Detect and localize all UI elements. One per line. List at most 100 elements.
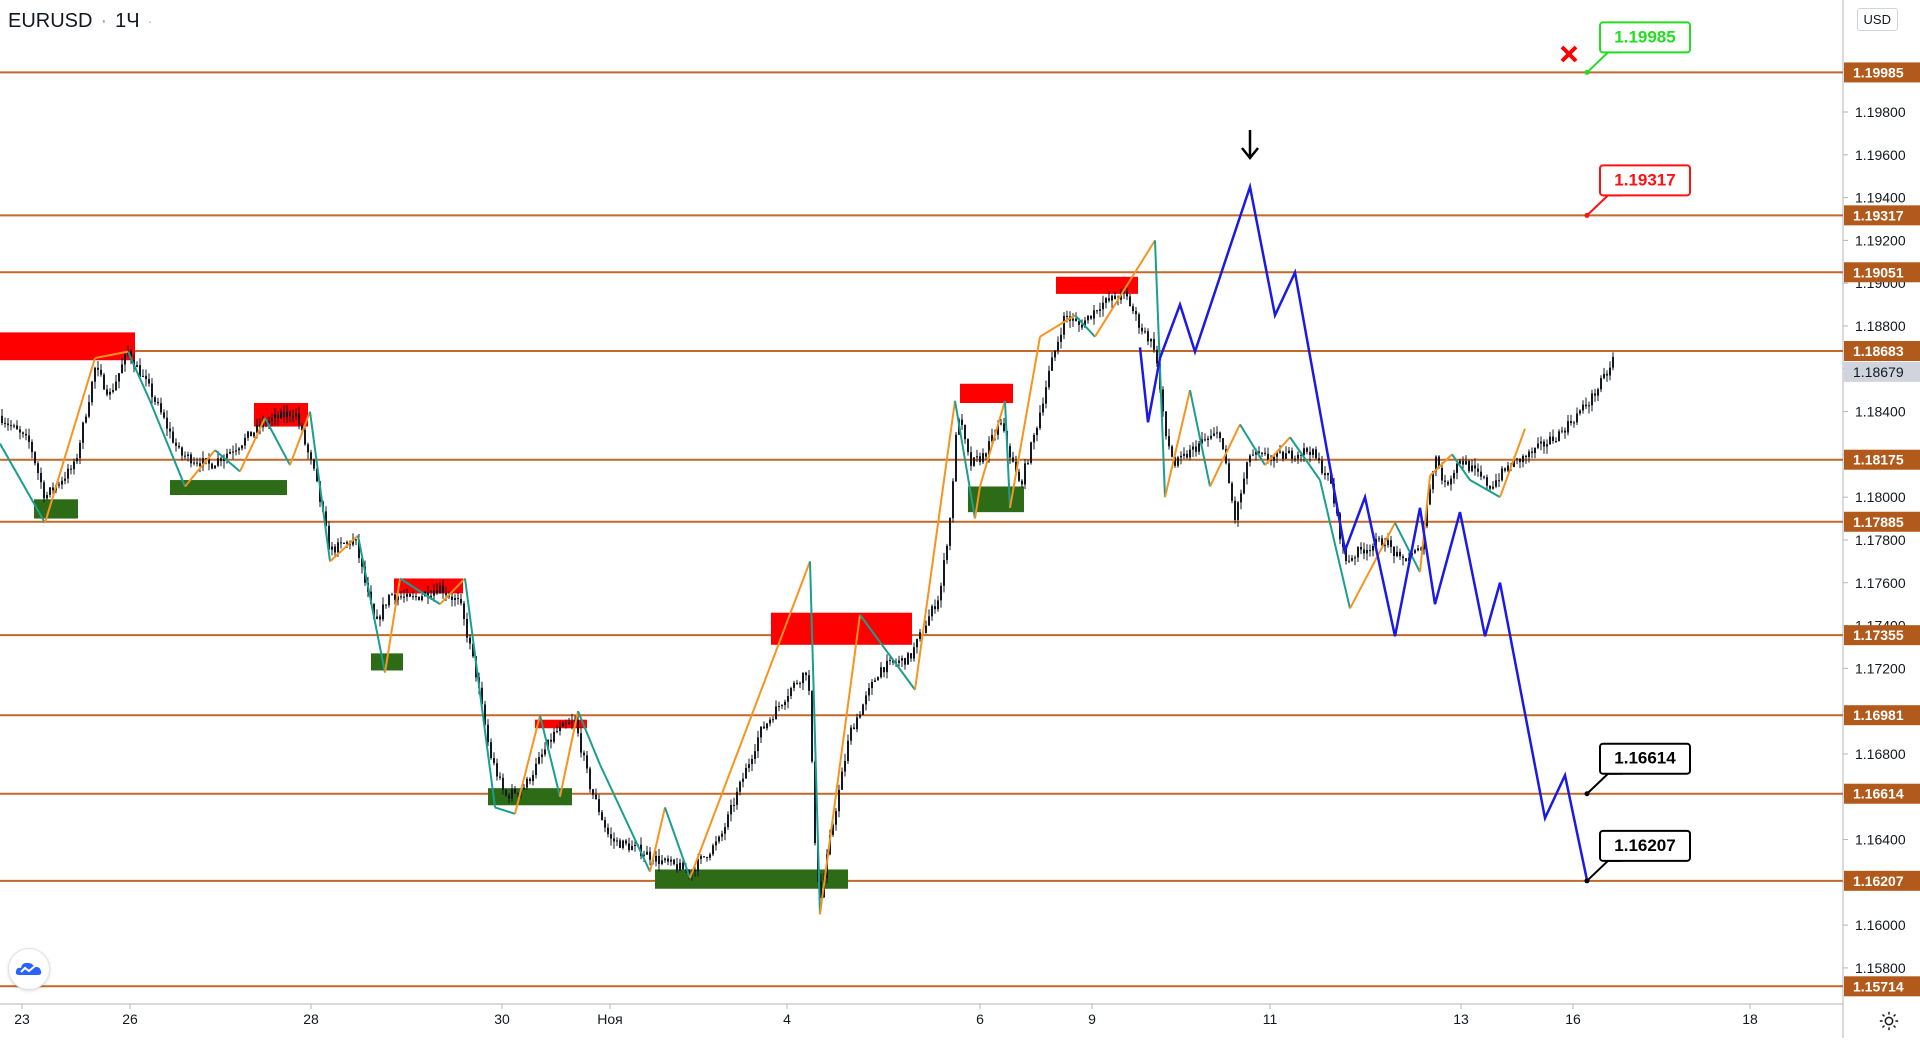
candle-body xyxy=(139,365,141,377)
gear-icon[interactable] xyxy=(1876,1008,1902,1034)
level-price-label-text: 1.19985 xyxy=(1853,64,1904,80)
price-callout[interactable]: 1.19317 xyxy=(1584,164,1691,218)
demand-zone xyxy=(34,499,78,519)
candle-body xyxy=(1234,500,1236,520)
candle-body xyxy=(397,596,399,600)
callout-box xyxy=(1599,21,1691,54)
time-tick-label: 18 xyxy=(1742,1011,1758,1027)
candle-body xyxy=(418,596,420,601)
candle-body xyxy=(52,487,54,491)
tradingview-cloud-icon[interactable] xyxy=(8,948,50,990)
current-price-label: 1.18679 xyxy=(1844,361,1920,382)
level-price-label-text: 1.17355 xyxy=(1853,627,1904,643)
candle-body xyxy=(1540,441,1542,444)
candle-body xyxy=(1201,439,1203,444)
candle-body xyxy=(799,683,801,685)
candle-body xyxy=(307,444,309,453)
candle-body xyxy=(469,637,471,644)
candle-body xyxy=(169,428,171,432)
zigzag-up-segment xyxy=(1419,475,1431,573)
time-axis[interactable]: 23 26 28 30 Ноя 4 6 9 11 13 16 18 xyxy=(0,1003,1843,1027)
candle-body xyxy=(1138,314,1140,328)
candle-body xyxy=(202,458,204,467)
candle-body xyxy=(616,840,618,842)
zigzag-up-segment xyxy=(689,560,811,879)
candle-body xyxy=(58,484,60,486)
candle-body xyxy=(685,869,687,871)
candle-body xyxy=(1045,387,1047,404)
candle-body xyxy=(1450,478,1452,485)
candle-body xyxy=(1309,451,1311,455)
currency-button[interactable]: USD xyxy=(1856,8,1898,31)
zigzag-down-segment xyxy=(954,400,976,519)
candle-body xyxy=(1603,373,1605,379)
candle-body xyxy=(1414,550,1416,553)
candle-body xyxy=(430,595,432,598)
candle-body xyxy=(1381,538,1383,546)
candle-body xyxy=(250,431,252,437)
candle-body xyxy=(121,364,123,374)
candle-body xyxy=(10,425,12,427)
candle-body xyxy=(112,390,114,392)
candle-body xyxy=(1474,465,1476,469)
candle-body xyxy=(718,836,720,842)
symbol-name[interactable]: EURUSD xyxy=(8,9,93,32)
price-tick-label: 1.17800 xyxy=(1855,532,1906,548)
candle-body xyxy=(247,431,249,438)
candle-body xyxy=(1024,463,1026,485)
candle-body xyxy=(550,739,552,742)
candle-body xyxy=(1162,389,1164,412)
level-price-label-bg xyxy=(1844,976,1920,997)
candle-body xyxy=(88,402,90,417)
candle-body xyxy=(1504,468,1506,471)
candle-body xyxy=(1189,449,1191,458)
candle-body xyxy=(991,434,993,442)
candle-body xyxy=(1345,547,1347,562)
candle-body xyxy=(1366,550,1368,554)
header-separator: · xyxy=(100,9,108,32)
candle-body xyxy=(1384,545,1386,547)
zigzag-down-segment xyxy=(1451,453,1471,481)
candle-body xyxy=(1465,461,1467,465)
price-callout[interactable]: 1.16614 xyxy=(1584,742,1691,797)
candle-body xyxy=(1078,320,1080,325)
candle-body xyxy=(601,812,603,821)
candle-body xyxy=(205,458,207,460)
level-price-label-bg xyxy=(1844,62,1920,83)
price-callout[interactable]: 1.16207 xyxy=(1584,829,1691,884)
candle-body xyxy=(238,448,240,451)
candle-body xyxy=(1417,548,1419,551)
candle-body xyxy=(1387,540,1389,546)
candle-body xyxy=(1291,450,1293,459)
zigzag-up-segment xyxy=(1209,423,1241,487)
price-tick-label: 1.18800 xyxy=(1855,318,1906,334)
candle-body xyxy=(1288,450,1290,454)
price-callout[interactable]: 1.19985 xyxy=(1584,21,1691,75)
candle-body xyxy=(760,726,762,738)
interval-label[interactable]: 1Ч xyxy=(115,9,140,32)
time-tick-label: 4 xyxy=(783,1011,791,1027)
zigzag-up-segment xyxy=(1264,436,1291,466)
callout-text: 1.16614 xyxy=(1614,749,1676,768)
candle-body xyxy=(223,457,225,462)
zigzag-down-segment xyxy=(1189,389,1211,487)
level-price-label-text: 1.19317 xyxy=(1853,207,1904,223)
level-price-label-text: 1.16614 xyxy=(1853,786,1904,802)
candle-body xyxy=(544,749,546,755)
candle-body xyxy=(598,799,600,813)
candle-body xyxy=(415,596,417,598)
candle-body xyxy=(589,768,591,790)
candle-body xyxy=(298,413,300,426)
candle-body xyxy=(1063,315,1065,335)
candle-body xyxy=(1318,458,1320,461)
candle-body xyxy=(1372,545,1374,551)
candle-body xyxy=(163,412,165,418)
candle-body xyxy=(460,599,462,604)
candle-body xyxy=(1348,560,1350,562)
candle-body xyxy=(1588,405,1590,407)
candle-body xyxy=(361,558,363,567)
candle-body xyxy=(1609,367,1611,376)
candle-body xyxy=(1282,451,1284,459)
